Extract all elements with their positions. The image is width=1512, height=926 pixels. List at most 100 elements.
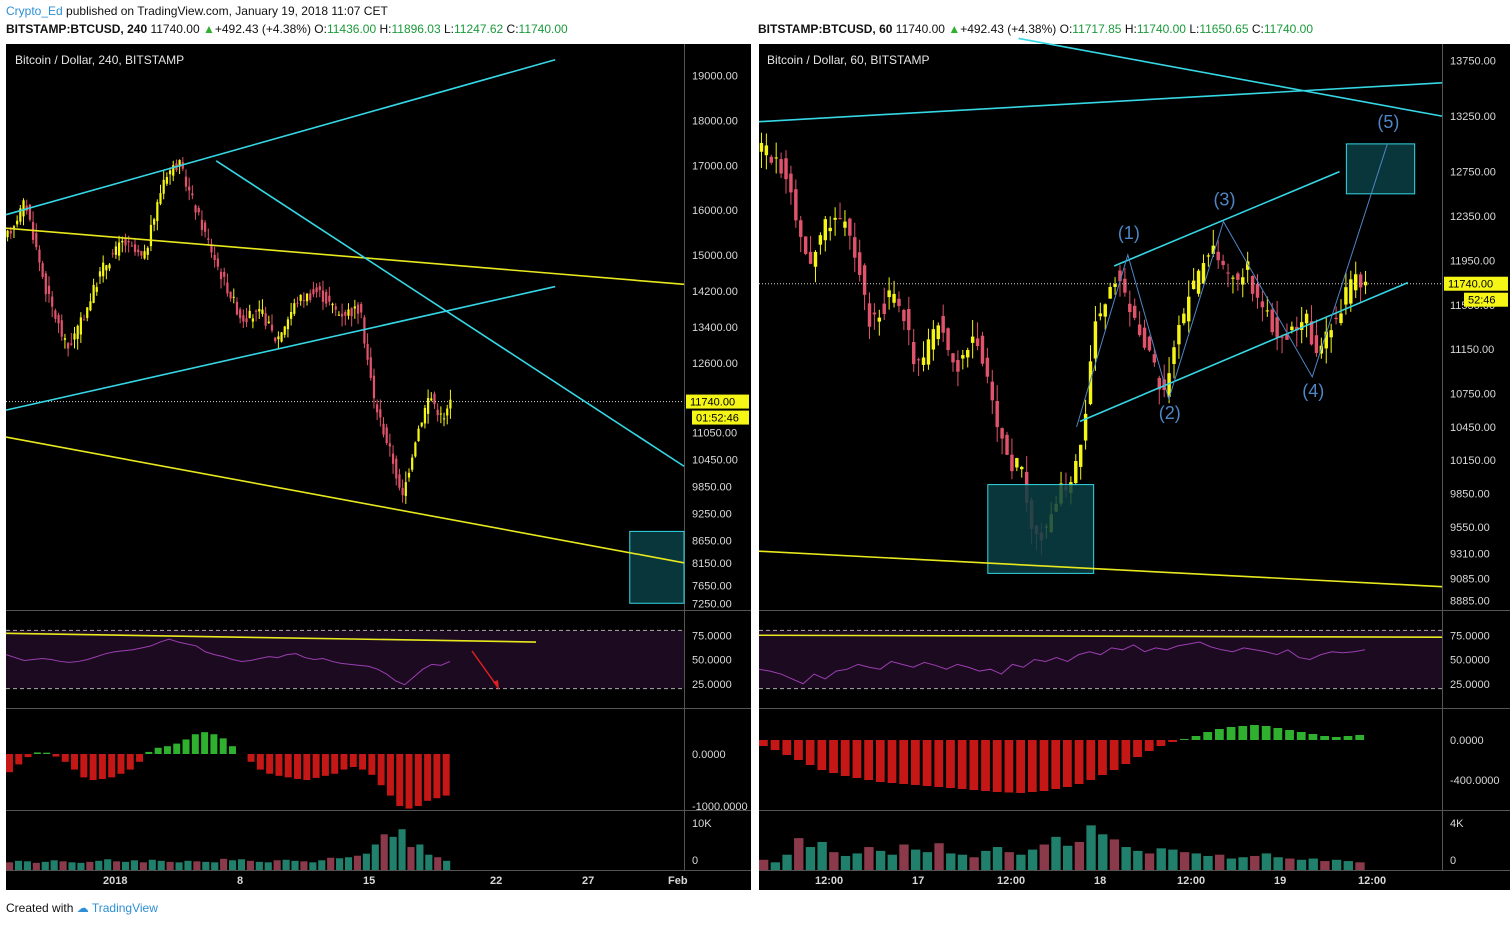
right-volume-bar [887, 854, 897, 870]
left-candle-body [137, 249, 140, 253]
left-trendline-yellow [5, 227, 685, 286]
left-candle-body [92, 284, 95, 303]
right-volume-bar [969, 857, 979, 870]
left-candle-body [165, 177, 168, 184]
left-candle-body [197, 208, 200, 213]
left-candle-body [379, 409, 382, 418]
right-volume-bar [911, 849, 921, 870]
right-volume-bar [1355, 862, 1365, 870]
left-candle-body [309, 293, 312, 301]
right-candle-body [1226, 272, 1230, 274]
left-price-axis-bg [684, 44, 751, 870]
right-time-tick-label: 18 [1094, 875, 1106, 887]
left-candle-body [47, 285, 51, 294]
right-price-tick-label: 9310.00 [1450, 548, 1490, 560]
left-candle-body [270, 324, 274, 331]
left-price-tick-label: 18000.00 [692, 115, 738, 127]
right-macd-bar [1121, 740, 1131, 764]
left-volume-bar [371, 844, 379, 870]
left-candle-body [235, 301, 239, 315]
right-candle-body [1260, 301, 1265, 308]
left-macd-bar [340, 754, 348, 770]
right-volume-bar [1273, 857, 1283, 870]
left-change: +492.43 (+4.38%) [214, 22, 311, 36]
right-macd-bar [934, 740, 944, 787]
right-macd-bar [840, 740, 850, 776]
left-candle-body [331, 303, 334, 306]
left-candle-body [274, 337, 277, 342]
right-rsi-tick-label: 75.0000 [1450, 630, 1490, 642]
right-macd-bar [1074, 740, 1084, 784]
right-candle-body [921, 357, 926, 365]
left-macd-bar [33, 752, 41, 754]
left-ohlc-line: BITSTAMP:BTCUSD, 240 11740.00 ▲+492.43 (… [6, 22, 568, 36]
right-volume-bar [1238, 857, 1248, 870]
tradingview-link[interactable]: TradingView [91, 901, 158, 915]
right-volume-tick-label: 0 [1450, 855, 1456, 867]
right-candle-body [857, 252, 862, 275]
right-candle-body [1191, 280, 1196, 290]
left-macd-bar [377, 754, 385, 786]
left-volume-bar [362, 853, 370, 870]
left-macd-bar [136, 754, 144, 762]
left-candle-body [16, 220, 19, 225]
right-volume-bar [899, 844, 909, 870]
left-candle-body [356, 304, 360, 314]
right-price-tick-label: 13750.00 [1450, 56, 1496, 68]
right-candle-body [848, 218, 852, 236]
left-chart-panel[interactable]: 19000.00 18000.00 17000.00 16000.00 15000.00… [5, 44, 751, 890]
right-candle-body [1074, 460, 1078, 484]
author-link[interactable]: Crypto_Ed [6, 4, 63, 18]
left-candle-body [178, 160, 181, 167]
right-chart-panel[interactable]: 13750.00 13250.00 12750.00 12350.00 11950.00… [758, 37, 1510, 890]
left-candle-body [401, 487, 404, 496]
left-volume-bar [121, 861, 130, 870]
right-candle-body [1201, 263, 1206, 284]
right-volume-bar [1320, 861, 1330, 870]
right-volume-bar [1168, 849, 1178, 870]
left-candle-body [213, 254, 216, 261]
right-candle-body [1241, 277, 1245, 285]
right-candle-body [833, 217, 837, 220]
left-time-tick-label: 22 [490, 875, 502, 887]
right-candle-body [1231, 277, 1235, 279]
left-candle-body [360, 303, 363, 313]
left-volume-bar [434, 857, 442, 870]
left-candle-body [245, 318, 248, 323]
right-candle-body [1078, 444, 1083, 467]
left-candle-body [191, 193, 194, 196]
left-candle-body [315, 287, 318, 293]
left-macd-bar [43, 752, 51, 754]
left-candle-body [423, 407, 427, 424]
right-time-tick-label: 12:00 [815, 875, 843, 887]
right-candle-body [1020, 466, 1024, 470]
right-candle-body [1329, 330, 1333, 338]
left-candle-body [9, 230, 12, 234]
right-candle-body [990, 381, 995, 401]
left-rsi-line [5, 638, 451, 686]
left-time-tick-label: 27 [582, 875, 594, 887]
left-candle-body [376, 404, 379, 413]
left-volume-bar [300, 861, 308, 870]
left-macd-bar [98, 754, 106, 779]
right-symbol: BITSTAMP:BTCUSD, 60 [758, 22, 893, 36]
right-volume-bar [1179, 852, 1190, 870]
left-candle-body [426, 398, 430, 414]
left-macd-bar [182, 739, 190, 754]
right-volume-bar [829, 852, 839, 870]
publish-line: Crypto_Ed published on TradingView.com, … [6, 4, 388, 18]
left-volume-bar [291, 860, 299, 870]
right-volume-bar [875, 850, 886, 870]
left-candle-body [229, 291, 232, 299]
right-volume-bar [1144, 853, 1155, 870]
right-volume-bar [1086, 825, 1096, 870]
right-candle-body [1113, 283, 1117, 288]
left-candle-body [44, 273, 47, 295]
left-price-tick-label: 7650.00 [692, 580, 732, 592]
left-volume-bar [6, 862, 14, 870]
left-volume-bar [193, 861, 201, 870]
left-rsi-tick-label: 50.0000 [692, 655, 732, 667]
right-candle-body [813, 251, 818, 267]
left-target-zone [629, 530, 685, 604]
left-candle-body [363, 317, 366, 344]
